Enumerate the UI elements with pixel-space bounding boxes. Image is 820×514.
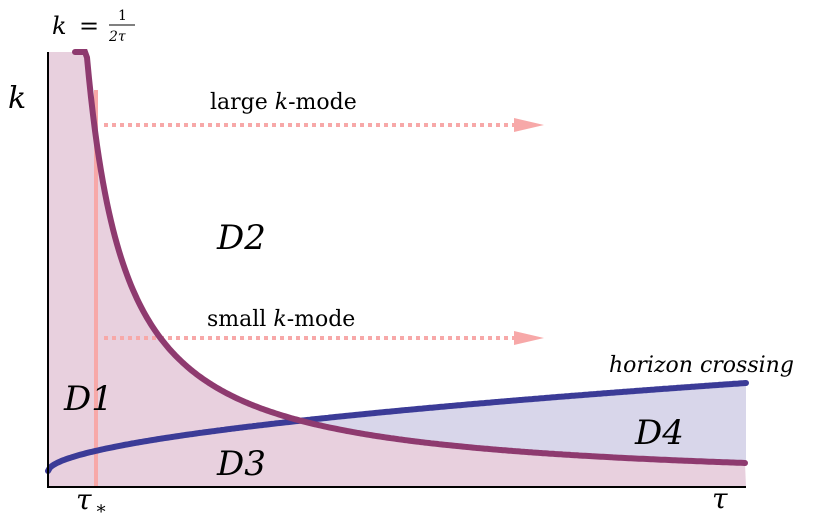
formula-denominator: 2τ (108, 29, 126, 45)
region-d4-label: D4 (634, 413, 684, 453)
region-d2-label: D2 (216, 218, 266, 258)
x-axis-label: τ (712, 482, 728, 514)
formula-equals: = (79, 12, 99, 40)
formula-numerator: 1 (118, 8, 127, 24)
tau-star-base: τ (76, 483, 92, 514)
tau-star-subscript: ∗ (95, 498, 107, 514)
horizon-crossing-label: horizon crossing (609, 353, 794, 378)
y-axis-label: k (8, 81, 26, 116)
tau-star-label: τ ∗ (76, 483, 107, 514)
hyperbola-curve (72, 49, 748, 466)
curve-formula-label: k = 1 2τ (52, 8, 135, 45)
formula-lhs: k (52, 12, 67, 40)
small-k-mode-arrow (104, 331, 544, 345)
region-d4-shading (302, 383, 746, 463)
arrow-head-icon (514, 118, 544, 132)
region-d1-label: D1 (63, 379, 113, 419)
horizon-crossing-curve (45, 380, 749, 474)
region-d3-label: D3 (216, 444, 266, 484)
small-k-mode-label: small k-mode (207, 307, 355, 332)
large-k-mode-arrow (104, 118, 544, 132)
large-k-mode-label: large k-mode (210, 90, 357, 115)
arrow-head-icon (514, 331, 544, 345)
